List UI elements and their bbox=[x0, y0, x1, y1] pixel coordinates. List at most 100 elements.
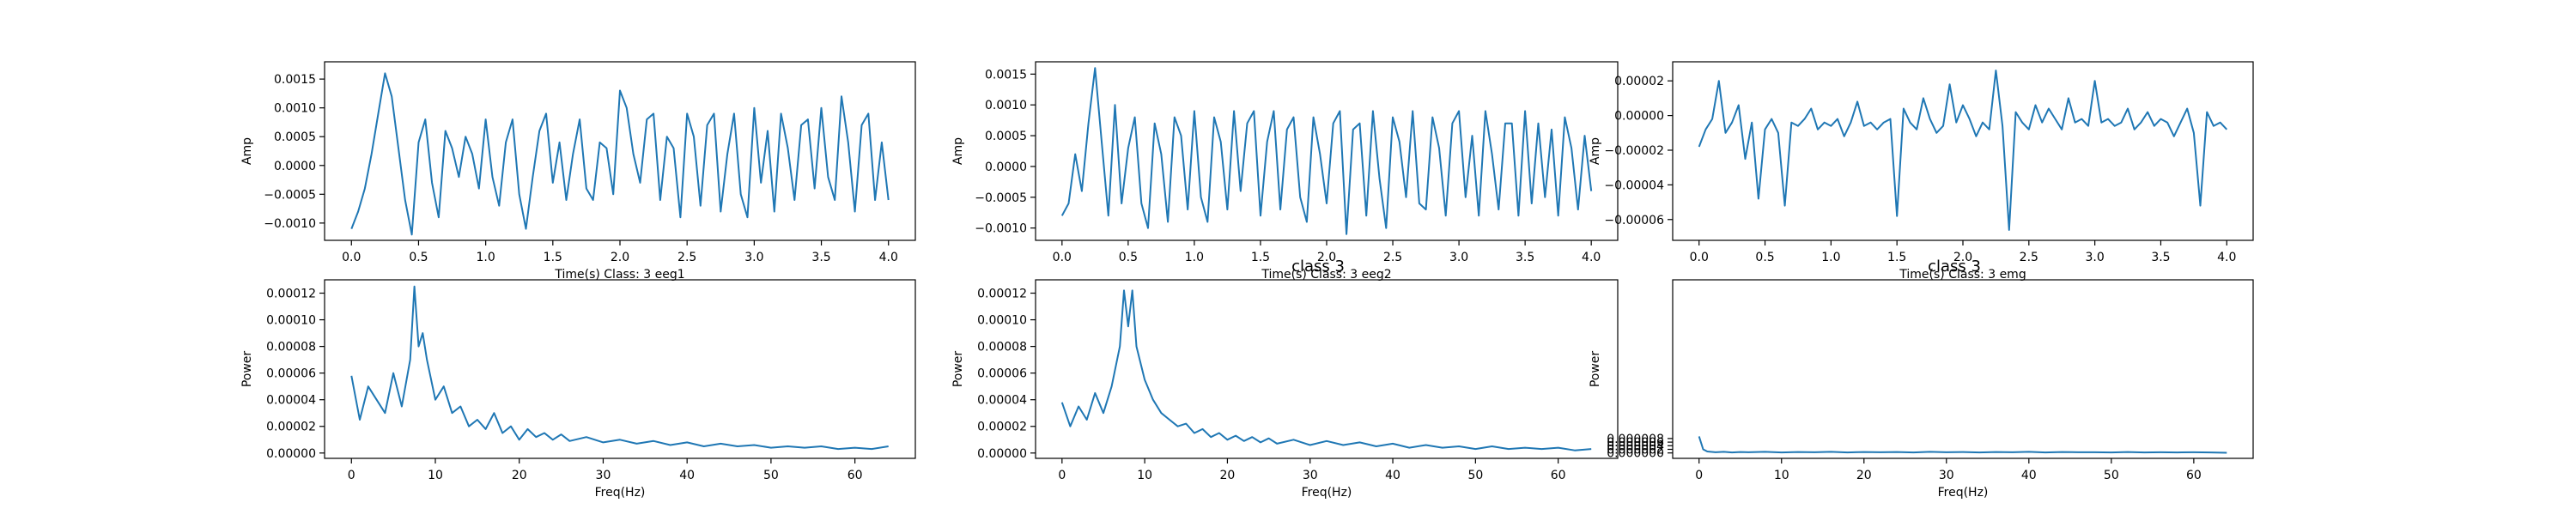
x-axis-label: Freq(Hz) bbox=[595, 486, 646, 500]
x-tick-label: 10 bbox=[1137, 469, 1152, 482]
x-tick-label: 0.0 bbox=[342, 251, 361, 264]
x-tick-label: 3.0 bbox=[744, 251, 763, 264]
y-tick-label: 0.00000 bbox=[1614, 110, 1664, 124]
y-tick-label: 0.000000 bbox=[1607, 447, 1664, 461]
subplot-2: 0.0 0.5 1.0 1.5 2.0 2.5 3.0 3.5 4.0 −0.0010 −0.000… bbox=[951, 61, 1619, 282]
subplot-title: class 3 bbox=[1928, 258, 1981, 276]
x-tick-label: 0.0 bbox=[1690, 251, 1709, 264]
x-tick-label: 40 bbox=[2021, 469, 2037, 482]
y-axis-label: Amp bbox=[951, 137, 965, 165]
x-tick-label: 30 bbox=[1303, 469, 1318, 482]
x-tick-label: 40 bbox=[1385, 469, 1400, 482]
y-axis-label: Power bbox=[240, 351, 254, 388]
y-tick-label: −0.0005 bbox=[264, 188, 316, 202]
x-tick-label: 60 bbox=[2186, 469, 2202, 482]
y-tick-label: 0.00004 bbox=[977, 394, 1027, 408]
y-tick-label: 0.0000 bbox=[985, 161, 1027, 174]
x-axis-label: Time(s) Class: 3 eeg2 bbox=[1261, 268, 1391, 282]
series-line bbox=[350, 285, 889, 451]
x-tick-label: 1.0 bbox=[477, 251, 495, 264]
x-tick-label: 1.0 bbox=[1185, 251, 1204, 264]
x-tick-label: 40 bbox=[679, 469, 695, 482]
y-tick-label: 0.0010 bbox=[985, 99, 1027, 112]
axes-frame bbox=[324, 279, 916, 459]
y-tick-label: 0.0000 bbox=[274, 160, 316, 173]
x-tick-label: 2.5 bbox=[2020, 251, 2038, 264]
y-tick-label: 0.00002 bbox=[1614, 75, 1664, 88]
x-tick-label: 20 bbox=[1220, 469, 1236, 482]
x-tick-label: 1.5 bbox=[544, 251, 562, 264]
y-tick-label: 0.00002 bbox=[266, 421, 316, 434]
y-tick-label: −0.00006 bbox=[1604, 214, 1664, 227]
y-tick-label: 0.0005 bbox=[274, 130, 316, 144]
y-tick-label: 0.0010 bbox=[274, 102, 316, 116]
x-tick-label: 2.5 bbox=[1383, 251, 1402, 264]
y-tick-label: −0.0010 bbox=[264, 217, 316, 231]
x-tick-label: 4.0 bbox=[2217, 251, 2236, 264]
y-tick-label: 0.00010 bbox=[266, 314, 316, 328]
x-axis-label: Freq(Hz) bbox=[1938, 486, 1989, 500]
y-tick-label: 0.0015 bbox=[274, 73, 316, 87]
series-line bbox=[350, 72, 890, 236]
x-tick-label: 0.5 bbox=[1755, 251, 1774, 264]
x-tick-label: 4.0 bbox=[879, 251, 898, 264]
series-line bbox=[1698, 436, 2227, 454]
y-tick-label: 0.0015 bbox=[985, 68, 1027, 82]
x-tick-label: 2.5 bbox=[677, 251, 696, 264]
y-tick-label: 0.000006 bbox=[1607, 436, 1664, 450]
x-tick-label: 0 bbox=[1058, 469, 1066, 482]
x-tick-label: 2.0 bbox=[1317, 251, 1336, 264]
x-tick-label: 2.0 bbox=[1953, 251, 1972, 264]
y-axis-label: Power bbox=[1589, 351, 1602, 388]
x-tick-label: 20 bbox=[1856, 469, 1872, 482]
x-axis-label: Time(s) Class: 3 eeg1 bbox=[554, 268, 684, 282]
x-tick-label: 50 bbox=[2104, 469, 2119, 482]
y-tick-label: 0.00004 bbox=[266, 394, 316, 408]
y-tick-label: −0.00004 bbox=[1604, 179, 1664, 192]
x-axis-label: Time(s) Class: 3 emg bbox=[1899, 268, 2026, 282]
y-axis-label: Amp bbox=[1589, 137, 1602, 165]
y-tick-label: 0.00008 bbox=[266, 341, 316, 354]
x-tick-label: 0.0 bbox=[1053, 251, 1072, 264]
x-tick-label: 4.0 bbox=[1582, 251, 1601, 264]
x-tick-label: 3.0 bbox=[2086, 251, 2105, 264]
x-tick-label: 0 bbox=[1695, 469, 1703, 482]
x-tick-label: 30 bbox=[596, 469, 611, 482]
axes-frame bbox=[1672, 61, 2254, 241]
subplot-3: 0.0 0.5 1.0 1.5 2.0 2.5 3.0 3.5 4.0 −0.00006 −0.00… bbox=[1589, 61, 2254, 282]
x-tick-label: 3.5 bbox=[1516, 251, 1534, 264]
x-tick-label: 0.5 bbox=[1119, 251, 1138, 264]
x-tick-label: 50 bbox=[1467, 469, 1483, 482]
y-tick-label: 0.000008 bbox=[1607, 433, 1664, 446]
x-tick-label: 2.0 bbox=[611, 251, 629, 264]
y-tick-label: 0.00000 bbox=[266, 447, 316, 461]
x-tick-label: 0.5 bbox=[409, 251, 428, 264]
x-tick-label: 1.5 bbox=[1887, 251, 1906, 264]
axes-frame bbox=[1035, 61, 1619, 241]
y-tick-label: −0.0010 bbox=[975, 222, 1027, 236]
y-axis-label: Power bbox=[951, 351, 965, 388]
x-tick-label: 20 bbox=[512, 469, 527, 482]
x-tick-label: 3.5 bbox=[2151, 251, 2170, 264]
series-line bbox=[1060, 67, 1593, 235]
x-tick-label: 60 bbox=[848, 469, 863, 482]
x-tick-label: 0 bbox=[348, 469, 355, 482]
y-tick-label: −0.00002 bbox=[1604, 144, 1664, 158]
x-tick-label: 10 bbox=[428, 469, 443, 482]
subplot-1: 0.0 0.5 1.0 1.5 2.0 2.5 3.0 3.5 4.0 −0.0010 −0.000… bbox=[240, 61, 916, 282]
x-tick-label: 3.5 bbox=[811, 251, 830, 264]
subplot-6: 0 10 20 30 40 50 60 0.0000000.0000020.0000040.0… bbox=[1589, 279, 2254, 500]
x-tick-label: 50 bbox=[763, 469, 779, 482]
y-tick-label: 0.000004 bbox=[1607, 439, 1664, 453]
subplot-title: class 3 bbox=[1291, 258, 1345, 276]
y-tick-label: 0.00012 bbox=[266, 288, 316, 301]
x-tick-label: 1.5 bbox=[1251, 251, 1270, 264]
x-tick-label: 10 bbox=[1774, 469, 1789, 482]
y-tick-label: 0.00006 bbox=[977, 367, 1027, 381]
y-tick-label: 0.00008 bbox=[977, 341, 1027, 354]
y-tick-label: 0.00010 bbox=[977, 314, 1027, 328]
axes-frame bbox=[1035, 279, 1619, 459]
x-tick-label: 1.0 bbox=[1821, 251, 1840, 264]
series-line bbox=[1060, 289, 1592, 451]
